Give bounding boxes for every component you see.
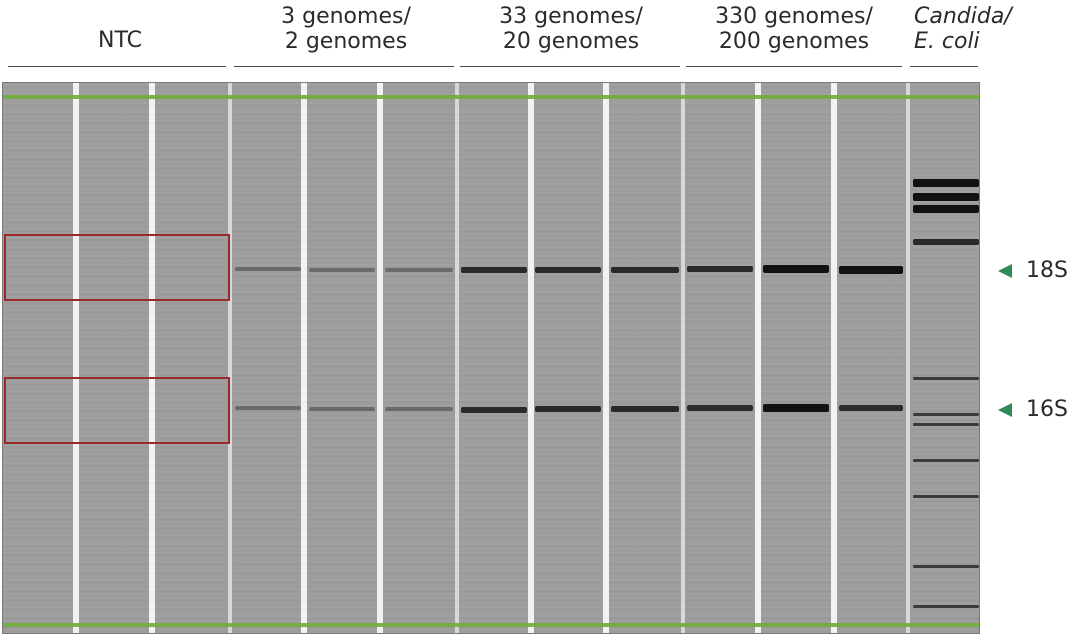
lane-separator bbox=[455, 83, 459, 633]
band-18s bbox=[309, 268, 375, 272]
header-33-genomes-line1: 33 genomes/ bbox=[499, 4, 643, 29]
band-18s bbox=[611, 267, 679, 273]
gel-lane bbox=[837, 83, 905, 633]
lane-separator bbox=[528, 83, 534, 633]
gel-lane bbox=[761, 83, 831, 633]
gel-lane bbox=[3, 83, 73, 633]
band-16s bbox=[839, 405, 903, 411]
control-band bbox=[913, 605, 979, 608]
band-16s bbox=[535, 406, 601, 412]
control-band bbox=[913, 205, 979, 213]
control-band bbox=[913, 377, 979, 380]
header-3-genomes-line2: 2 genomes bbox=[284, 29, 408, 54]
underline-ntc bbox=[8, 66, 226, 67]
label-18s: 18S bbox=[998, 258, 1068, 283]
lower-marker bbox=[3, 623, 979, 627]
gel-lane bbox=[233, 83, 303, 633]
header-ntc: NTC bbox=[60, 28, 180, 53]
control-band bbox=[913, 495, 979, 498]
lane-separator bbox=[228, 83, 232, 633]
control-band bbox=[913, 179, 979, 187]
header-control-line1: Candida/ bbox=[914, 4, 1012, 29]
band-18s bbox=[687, 266, 753, 272]
gel-lane bbox=[685, 83, 755, 633]
arrow-left-icon bbox=[998, 263, 1012, 278]
gel-lane bbox=[459, 83, 529, 633]
lane-separator bbox=[377, 83, 383, 633]
control-band bbox=[913, 459, 979, 462]
band-18s bbox=[235, 267, 301, 271]
gel-lane bbox=[911, 83, 979, 633]
band-16s bbox=[611, 406, 679, 412]
gel-lane bbox=[155, 83, 227, 633]
lane-separator bbox=[681, 83, 685, 633]
band-16s bbox=[687, 405, 753, 411]
control-band bbox=[913, 423, 979, 426]
band-16s bbox=[461, 407, 527, 413]
header-control-line2: E. coli bbox=[914, 29, 980, 54]
band-16s bbox=[385, 407, 453, 411]
header-33-genomes-line2: 20 genomes bbox=[502, 29, 640, 54]
gel-lane bbox=[609, 83, 681, 633]
underline-control bbox=[910, 66, 978, 67]
header-330-genomes-line2: 200 genomes bbox=[718, 29, 870, 54]
arrow-left-icon bbox=[998, 402, 1012, 417]
control-band bbox=[913, 239, 979, 245]
header-control: Candida/ E. coli bbox=[914, 4, 1064, 54]
header-33-genomes: 33 genomes/ 20 genomes bbox=[460, 4, 682, 54]
header-ntc-text: NTC bbox=[98, 28, 142, 53]
label-18s-text: 18S bbox=[1026, 258, 1068, 283]
control-band bbox=[913, 565, 979, 568]
band-18s bbox=[839, 266, 903, 274]
control-band bbox=[913, 413, 979, 416]
label-16s-text: 16S bbox=[1026, 397, 1068, 422]
lane-separator bbox=[906, 83, 910, 633]
ntc-18s-highlight-box bbox=[4, 234, 230, 301]
lane-separator bbox=[831, 83, 837, 633]
gel-image bbox=[2, 82, 980, 634]
band-18s bbox=[763, 265, 829, 273]
header-330-genomes: 330 genomes/ 200 genomes bbox=[686, 4, 902, 54]
lane-separator bbox=[73, 83, 79, 633]
lane-separator bbox=[755, 83, 761, 633]
band-18s bbox=[535, 267, 601, 273]
header-3-genomes: 3 genomes/ 2 genomes bbox=[236, 4, 456, 54]
band-16s bbox=[235, 406, 301, 410]
band-18s bbox=[385, 268, 453, 272]
gel-lane bbox=[383, 83, 455, 633]
underline-330-genomes bbox=[686, 66, 902, 67]
lane-separator bbox=[603, 83, 609, 633]
lane-separator bbox=[149, 83, 155, 633]
lane-separator bbox=[301, 83, 307, 633]
underline-3-genomes bbox=[234, 66, 454, 67]
control-band bbox=[913, 193, 979, 201]
header-3-genomes-line1: 3 genomes/ bbox=[281, 4, 411, 29]
upper-marker bbox=[3, 95, 979, 99]
gel-lane bbox=[307, 83, 377, 633]
band-18s bbox=[461, 267, 527, 273]
band-16s bbox=[309, 407, 375, 411]
band-16s bbox=[763, 404, 829, 412]
gel-lane bbox=[79, 83, 149, 633]
label-16s: 16S bbox=[998, 397, 1068, 422]
underline-33-genomes bbox=[460, 66, 680, 67]
header-330-genomes-line1: 330 genomes/ bbox=[715, 4, 873, 29]
ntc-16s-highlight-box bbox=[4, 377, 230, 444]
gel-lane bbox=[533, 83, 603, 633]
